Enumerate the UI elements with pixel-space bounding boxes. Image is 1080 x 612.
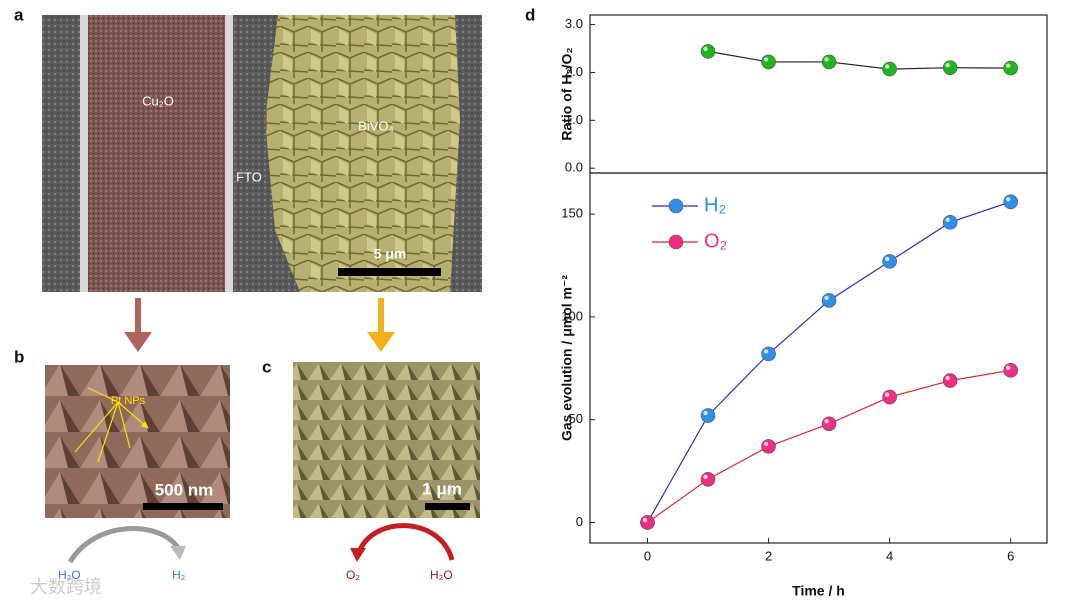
legend-marker [668,198,684,214]
x-tick-label: 6 [1007,548,1014,563]
data-point [1003,194,1018,210]
x-tick-label: 0 [644,548,651,563]
data-point [882,389,897,405]
reaction-label: H₂O [430,568,453,582]
reaction-label: H₂O [58,568,81,582]
data-point [761,439,776,454]
series-line [707,50,1011,70]
data-point [821,293,837,308]
watermark: 大数跨境 [30,577,102,597]
data-point [821,54,837,70]
point-highlight [763,349,769,354]
point-highlight [884,392,890,397]
reaction-arrow [350,548,366,562]
plot-frame [589,172,1048,544]
data-point [700,44,716,59]
point-highlight [824,419,829,424]
image-label: FTO [236,169,262,184]
legend-label: O₂ [704,230,727,252]
data-point [761,346,776,362]
panel-letter: d [525,5,535,24]
panel-b-image [45,365,230,518]
point-highlight [824,57,829,62]
image-label: BiVO₄ [358,118,394,133]
point-highlight [884,64,890,69]
data-point [882,254,897,269]
panel-letter: b [14,347,24,366]
y-axis-label: Gas evolution / μmol m⁻² [559,275,575,441]
panel-letter: c [262,357,271,376]
data-point [761,54,776,70]
y-tick-label: 100 [561,308,583,323]
point-highlight [824,295,829,301]
data-point [1003,60,1018,76]
image-label: Cu₂O [142,93,174,108]
legend-marker [668,234,684,250]
point-highlight [945,375,950,381]
x-tick-label: 4 [886,548,893,563]
data-point [882,61,897,77]
data-point [821,416,837,432]
scale-label: 5 μm [374,246,407,262]
point-highlight [763,57,769,62]
reaction-label: O₂ [346,568,360,582]
data-point [700,471,716,487]
reaction-arrow [355,523,455,561]
y-tick-label: 1.0 [565,112,583,127]
plot-frame [589,14,1048,174]
arrows [124,298,395,352]
reaction-label: H₂ [172,568,186,582]
point-highlight [1005,63,1011,68]
image-label: Pt NPs [111,395,146,407]
y-tick-label: 0.0 [565,160,583,175]
point-highlight [763,441,769,447]
legend-label: H₂ [704,194,726,216]
data-point [1003,363,1018,378]
scale-label: 1 μm [422,479,462,498]
data-point [942,215,958,230]
data-point [942,60,958,75]
y-tick-label: 150 [561,206,583,221]
data-point [942,373,958,388]
point-highlight [945,62,950,68]
y-axis-label: Ratio of H₂/O₂ [559,47,575,140]
data-point [640,515,655,530]
y-tick-label: 50 [569,411,583,426]
x-tick-label: 2 [765,548,772,563]
scale-label: 500 nm [155,480,214,499]
panel-a-image [42,15,482,292]
data-point [700,408,716,423]
y-tick-label: 3.0 [565,16,583,31]
point-highlight [884,256,890,262]
point-highlight [945,217,950,223]
point-highlight [1005,365,1011,371]
series-line [646,201,1011,523]
y-tick-label: 2.0 [565,64,583,79]
x-axis-label: Time / h [792,583,845,599]
reaction-arrow [67,526,181,564]
point-highlight [703,46,708,52]
point-highlight [642,517,648,523]
point-highlight [1005,197,1011,202]
panel-c-image [293,362,480,518]
series-line [647,369,1011,523]
point-highlight [703,410,708,416]
y-tick-label: 0 [576,514,583,529]
point-highlight [703,474,708,479]
panel-letter: a [14,5,24,24]
reaction-arrow [170,546,186,560]
